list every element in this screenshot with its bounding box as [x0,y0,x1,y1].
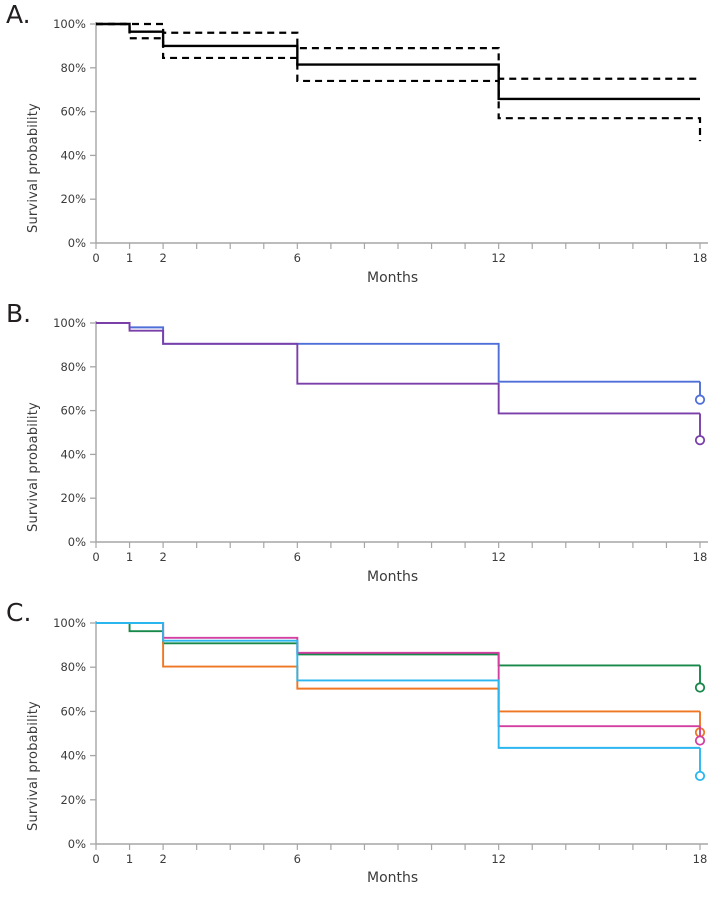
x-tick-label: 12 [491,550,506,564]
y-tick-label: 100% [53,616,86,630]
y-tick-label: 0% [68,236,86,250]
x-tick-label: 2 [159,251,166,265]
series-endpoint-marker [694,435,706,446]
y-tick-label: 100% [53,17,86,31]
x-tick-label: 0 [92,550,99,564]
series-line-upper-95-ci [96,22,700,80]
series-line-stb [96,622,700,713]
panel-c-plot: 0%20%40%60%80%100%01261218Off-labelSTBLG… [53,616,708,866]
x-tick-label: 2 [159,852,166,866]
panel-c: C. Survival probability Months 0% 20% 40% 6… [0,598,709,898]
panel-b: B. Survival probability Months 0% 20% 40% 6… [0,299,709,598]
series-line-off-label [96,622,700,667]
y-tick-label: 40% [60,749,86,763]
y-tick-label: 20% [60,192,86,206]
x-tick-label: 1 [126,550,133,564]
x-tick-label: 18 [693,550,708,564]
series-line-male [96,322,700,383]
y-tick-label: 60% [60,404,86,418]
x-tick-label: 0 [92,852,99,866]
y-tick-label: 40% [60,148,86,162]
panel-c-x-axis-label: Months [367,870,419,886]
x-tick-label: 6 [294,852,301,866]
y-tick-label: 40% [60,447,86,461]
panel-b-letter: B. [6,299,32,328]
y-tick-label: 20% [60,491,86,505]
x-tick-label: 2 [159,550,166,564]
x-tick-label: 1 [126,251,133,265]
panel-c-letter: C. [6,598,32,627]
x-tick-label: 18 [693,852,708,866]
x-tick-label: 12 [491,852,506,866]
y-tick-label: 0% [68,837,86,851]
y-tick-label: 80% [60,61,86,75]
series-endpoint-marker [694,770,706,782]
x-tick-label: 1 [126,852,133,866]
panel-a-x-axis-label: Months [367,270,419,286]
panel-b-plot: 0%20%40%60%80%100%01261218MaleFemale [53,316,708,564]
y-tick-label: 80% [60,660,86,674]
x-tick-label: 0 [92,251,99,265]
x-tick-label: 6 [294,251,301,265]
x-tick-label: 18 [693,251,708,265]
series-line-lower-95-ci [96,22,702,142]
y-tick-label: 80% [60,360,86,374]
y-tick-label: 60% [60,105,86,119]
series-endpoint-marker [694,682,706,693]
panel-b-x-axis-label: Months [367,569,419,585]
series-line-ds [96,622,700,749]
series-endpoint-marker [694,735,706,746]
series-line-overall-survival [96,22,700,101]
x-tick-label: 6 [294,550,301,564]
series-endpoint-marker [694,394,706,405]
x-tick-label: 12 [491,251,506,265]
y-tick-label: 100% [53,316,86,330]
y-tick-label: 60% [60,704,86,718]
y-tick-label: 0% [68,535,86,549]
panel-a-letter: A. [6,0,31,29]
y-tick-label: 20% [60,793,86,807]
panel-a-plot: 0%20%40%60%80%100%0 1 2 6 12 18 [53,17,708,265]
panel-a: A. Survival probability Months 0% 20% 40% 6… [0,0,709,299]
series-line-female [96,322,700,415]
